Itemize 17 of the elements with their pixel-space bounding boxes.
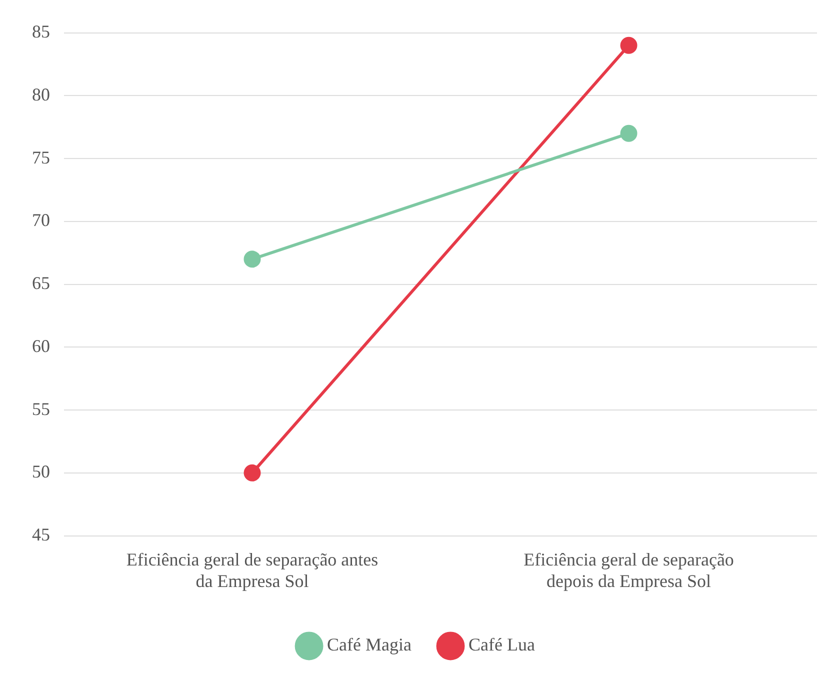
legend-label: Café Magia: [327, 634, 412, 655]
y-tick-label: 80: [32, 84, 50, 104]
y-tick-label: 70: [32, 210, 50, 230]
legend-label: Café Lua: [468, 634, 535, 655]
x-tick-label: Eficiência geral de separação antes da Empresa Sol: [126, 549, 378, 591]
y-tick-label: 85: [32, 22, 50, 42]
y-tick-label: 50: [32, 462, 50, 482]
y-tick-label: 65: [32, 273, 50, 294]
y-tick-label: 55: [32, 398, 50, 419]
y-tick-label: 45: [32, 524, 50, 545]
point: [620, 36, 638, 54]
point: [244, 464, 261, 482]
point: [244, 250, 261, 268]
point: [620, 124, 638, 142]
y-tick-label: 60: [32, 336, 50, 356]
x-tick-label: Eficiência geral de separação depois da Empresa Sol: [524, 549, 734, 591]
y-tick-label: 75: [32, 147, 50, 168]
